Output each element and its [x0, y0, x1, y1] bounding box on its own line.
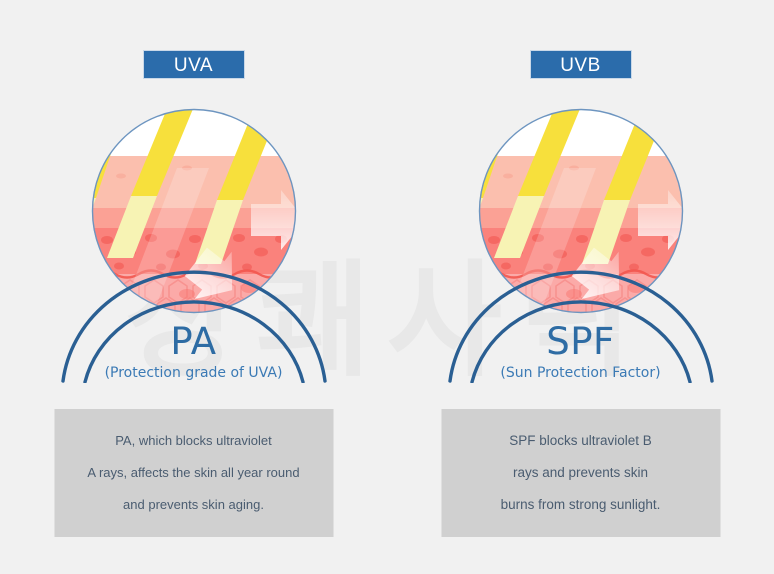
skin-cross-section-uva	[91, 108, 296, 314]
subtitle-pa: (Protection grade of UVA)	[104, 365, 283, 381]
protection-arcs-uva	[60, 270, 327, 383]
title-block-uva: PA (Protection grade of UVA)	[0, 322, 387, 383]
caption-line: PA, which blocks ultraviolet	[115, 433, 272, 448]
title-spf: SPF	[546, 320, 615, 363]
caption-line: and prevents skin aging.	[123, 497, 264, 512]
badge-uva: UVA	[142, 50, 245, 79]
penetration-arrow-upper	[637, 190, 683, 250]
panel-uvb: UVB	[387, 0, 774, 574]
caption-line: rays and prevents skin	[512, 465, 649, 480]
subtitle-spf: (Sun Protection Factor)	[500, 365, 661, 381]
protection-arcs-uvb	[447, 270, 714, 383]
caption-line: SPF blocks ultraviolet B	[509, 433, 652, 448]
caption-box-uva: PA, which blocks ultraviolet A rays, aff…	[54, 409, 333, 537]
caption-box-uvb: SPF blocks ultraviolet B rays and preven…	[441, 409, 720, 537]
title-pa: PA	[170, 320, 217, 363]
caption-line: burns from strong sunlight.	[500, 497, 661, 512]
uv-ray-beam-mid	[493, 109, 582, 258]
badge-uvb: UVB	[529, 50, 632, 79]
title-block-uvb: SPF (Sun Protection Factor)	[387, 322, 774, 383]
caption-line: A rays, affects the skin all year round	[87, 465, 300, 480]
uv-ray-beam-mid	[106, 109, 195, 258]
panel-uva: UVA	[0, 50, 387, 537]
penetration-arrow-upper	[250, 190, 296, 250]
